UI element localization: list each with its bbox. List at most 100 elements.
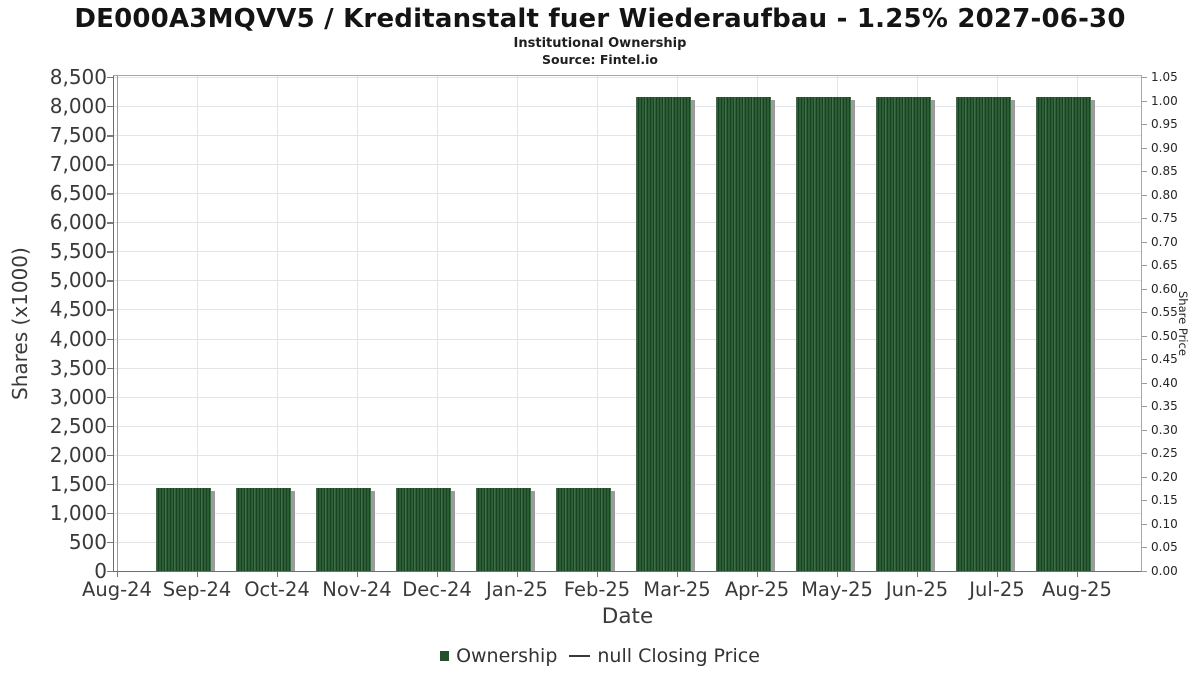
x-axis-tick-label: Jan-25 (486, 578, 548, 601)
right-axis-tick-mark (1142, 265, 1147, 267)
ownership-bar-oct-24[interactable] (236, 487, 295, 572)
v-gridline (197, 76, 198, 571)
right-axis-tick-label: 1.05 (1151, 70, 1178, 84)
ownership-bar-mar-25[interactable] (636, 97, 695, 571)
x-axis-tick-mark (997, 572, 999, 577)
plot-area (113, 75, 1142, 572)
v-gridline (277, 76, 278, 571)
x-axis-tick-mark (917, 572, 919, 577)
right-axis-tick-label: 0.70 (1151, 234, 1178, 249)
left-axis-tick-mark (107, 222, 113, 224)
ownership-bar-dec-24[interactable] (396, 487, 455, 572)
legend-item-closing-price[interactable]: null Closing Price (569, 645, 760, 667)
x-axis-tick-label: Mar-25 (643, 578, 711, 601)
right-axis-tick-mark (1142, 429, 1147, 431)
ownership-bar-nov-24[interactable] (316, 487, 375, 572)
h-gridline (114, 454, 1141, 456)
ownership-bar-sep-24[interactable] (156, 487, 215, 572)
x-axis-tick-mark (277, 572, 279, 577)
ownership-bar-apr-25[interactable] (716, 97, 775, 571)
left-axis-tick-mark (107, 483, 113, 486)
right-axis-tick-mark (1142, 100, 1147, 102)
right-axis-tick-label: 0.50 (1151, 328, 1178, 343)
h-gridline (114, 77, 1141, 78)
left-axis-tick-label: 500 (68, 529, 107, 554)
left-axis-tick-mark (107, 193, 113, 195)
left-axis-tick-label: 2,000 (49, 442, 107, 467)
right-axis-tick-mark (1142, 359, 1147, 361)
right-axis-tick-label: 0.60 (1151, 281, 1178, 296)
left-axis-tick-label: 0 (94, 559, 107, 583)
x-axis-tick-mark (837, 572, 839, 577)
x-axis-title: Date (601, 604, 654, 629)
x-axis-tick-label: Feb-25 (563, 578, 631, 601)
ownership-bar-aug-25[interactable] (1036, 97, 1095, 571)
left-axis-tick-mark (107, 338, 113, 340)
left-axis-tick-mark (107, 280, 113, 282)
left-axis-tick-label: 8,000 (49, 94, 107, 119)
x-axis-tick-mark (197, 572, 199, 577)
right-axis-tick-label: 0.25 (1151, 446, 1178, 461)
h-gridline (114, 309, 1141, 311)
right-axis-tick-mark (1142, 288, 1147, 290)
ownership-bar-jun-25[interactable] (876, 97, 935, 571)
right-axis-tick-label: 0.35 (1151, 399, 1178, 414)
x-axis-tick-mark (597, 572, 599, 577)
x-axis-tick-label: Oct-24 (244, 578, 310, 601)
left-axis-tick-mark (107, 164, 113, 166)
left-axis-title: Shares (x1000) (8, 247, 32, 400)
right-axis-tick-mark (1142, 124, 1147, 126)
h-gridline (114, 135, 1141, 137)
left-axis-tick-mark (107, 309, 113, 311)
h-gridline (114, 512, 1141, 514)
right-axis-tick-label: 0.95 (1151, 117, 1178, 132)
left-axis-tick-label: 4,500 (49, 297, 107, 322)
right-axis-tick-label: 0.80 (1151, 187, 1178, 202)
right-axis-tick-mark (1142, 406, 1147, 408)
left-axis-tick-label: 7,000 (49, 152, 107, 177)
left-axis-tick-label: 1,500 (49, 471, 107, 496)
left-axis-tick-mark (107, 512, 113, 515)
left-axis-tick-label: 5,000 (49, 268, 107, 293)
v-gridline (597, 76, 598, 571)
right-axis-tick-label: 0.45 (1151, 352, 1178, 367)
x-axis-tick-mark (757, 572, 759, 577)
line-dash-icon (569, 654, 591, 658)
ownership-bar-may-25[interactable] (796, 97, 855, 571)
right-axis-tick-label: 0.15 (1151, 493, 1178, 508)
ownership-bar-feb-25[interactable] (556, 487, 615, 572)
left-axis-tick-mark (107, 396, 113, 399)
right-axis-tick-mark (1142, 171, 1147, 173)
left-axis-tick-label: 6,000 (49, 210, 107, 235)
ownership-bar-jul-25[interactable] (956, 97, 1015, 571)
right-axis-tick-label: 1.00 (1151, 93, 1178, 108)
right-axis-tick-label: 0.05 (1151, 540, 1178, 555)
right-axis-tick-mark (1142, 453, 1147, 455)
left-axis-tick-mark (107, 425, 113, 428)
x-axis-tick-label: Aug-25 (1042, 578, 1112, 601)
right-axis-title: Share Price (1176, 291, 1190, 356)
left-axis-tick-mark (107, 135, 113, 137)
x-axis-tick-mark (437, 572, 439, 577)
h-gridline (114, 193, 1141, 195)
x-axis-tick-mark (1077, 572, 1079, 577)
right-axis-tick-mark (1142, 476, 1147, 478)
right-axis-tick-mark (1142, 571, 1147, 572)
x-axis-tick-label: Aug-24 (82, 578, 152, 601)
v-gridline (117, 76, 118, 571)
ownership-bar-jan-25[interactable] (476, 487, 535, 572)
chart-source: Source: Fintel.io (542, 52, 658, 67)
legend-price-label: null Closing Price (597, 645, 760, 667)
right-axis-tick-mark (1142, 77, 1147, 78)
h-gridline (114, 164, 1141, 166)
right-axis-tick-label: 0.85 (1151, 164, 1178, 179)
right-axis-tick-mark (1142, 241, 1147, 243)
right-axis-tick-mark (1142, 218, 1147, 220)
legend-item-ownership[interactable]: Ownership (440, 645, 557, 667)
h-gridline (114, 425, 1141, 427)
v-gridline (517, 76, 518, 571)
left-axis-tick-label: 2,500 (49, 413, 107, 438)
right-axis-tick-mark (1142, 335, 1147, 337)
x-axis-tick-label: Jun-25 (885, 578, 949, 601)
